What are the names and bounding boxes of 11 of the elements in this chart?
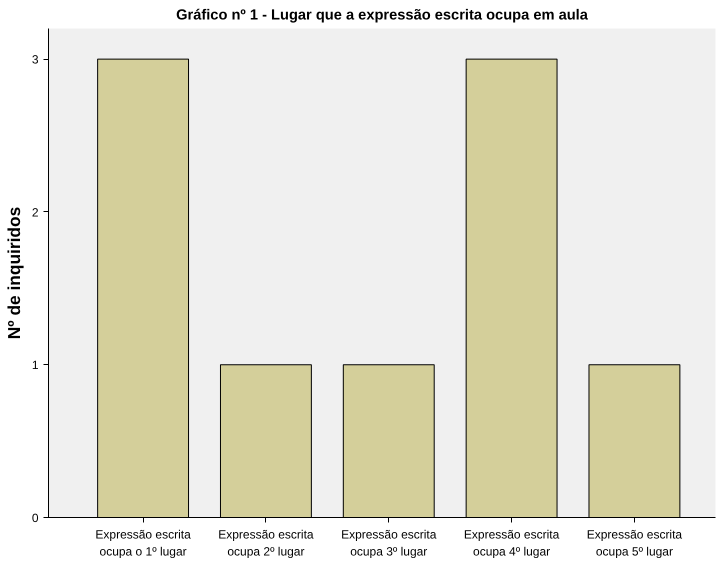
y-tick-label: 2 [32,205,39,220]
y-axis-title: Nº de inquiridos [4,206,24,340]
chart-title: Gráfico nº 1 - Lugar que a expressão escrita ocupa em aula [176,8,589,24]
x-tick-label: Expressão escrita ocupa 5º lugar [586,528,682,558]
y-tick-label: 0 [32,511,39,525]
x-tick-label: Expressão escrita ocupa 4º lugar [464,528,560,558]
x-tick-label: Expressão escrita ocupa o 1º lugar [95,528,192,558]
y-tick-label: 3 [32,52,39,67]
x-tick-label: Expressão escrita ocupa 3º lugar [341,528,437,558]
x-tick-label: Expressão escrita ocupa 2º lugar [218,528,314,558]
y-tick-label: 1 [32,358,39,372]
